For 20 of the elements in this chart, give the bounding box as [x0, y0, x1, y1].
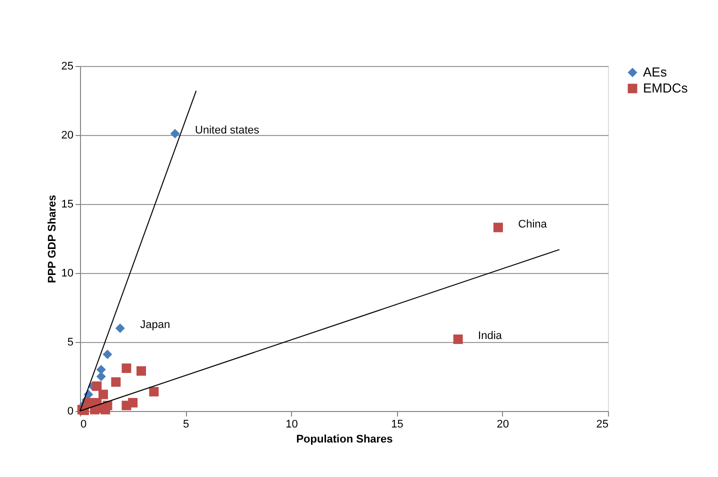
x-axis-title: Population Shares [296, 434, 393, 446]
annotation: United states [195, 124, 260, 137]
annotation: India [478, 330, 503, 342]
x-tick-label: 10 [286, 418, 298, 430]
y-tick-label: 0 [67, 406, 74, 418]
y-tick-label: 20 [61, 130, 74, 142]
y-tick-label: 10 [61, 268, 74, 280]
annotation: China [518, 218, 548, 230]
y-tick-label: 5 [67, 336, 74, 348]
x-tick-label: 20 [496, 418, 510, 430]
x-tick-label: 15 [391, 418, 404, 430]
y-tick-label: 25 [61, 60, 74, 72]
x-tick-label: 5 [183, 418, 190, 430]
y-axis-title: PPP GDP Shares [46, 194, 58, 284]
legend-label: EMDCs [643, 80, 688, 96]
y-tick-label: 15 [61, 198, 74, 210]
x-tick-label: 25 [596, 418, 608, 430]
x-tick-label: 0 [80, 418, 87, 430]
annotation: Japan [140, 319, 170, 332]
legend-label: AEs [643, 64, 668, 80]
